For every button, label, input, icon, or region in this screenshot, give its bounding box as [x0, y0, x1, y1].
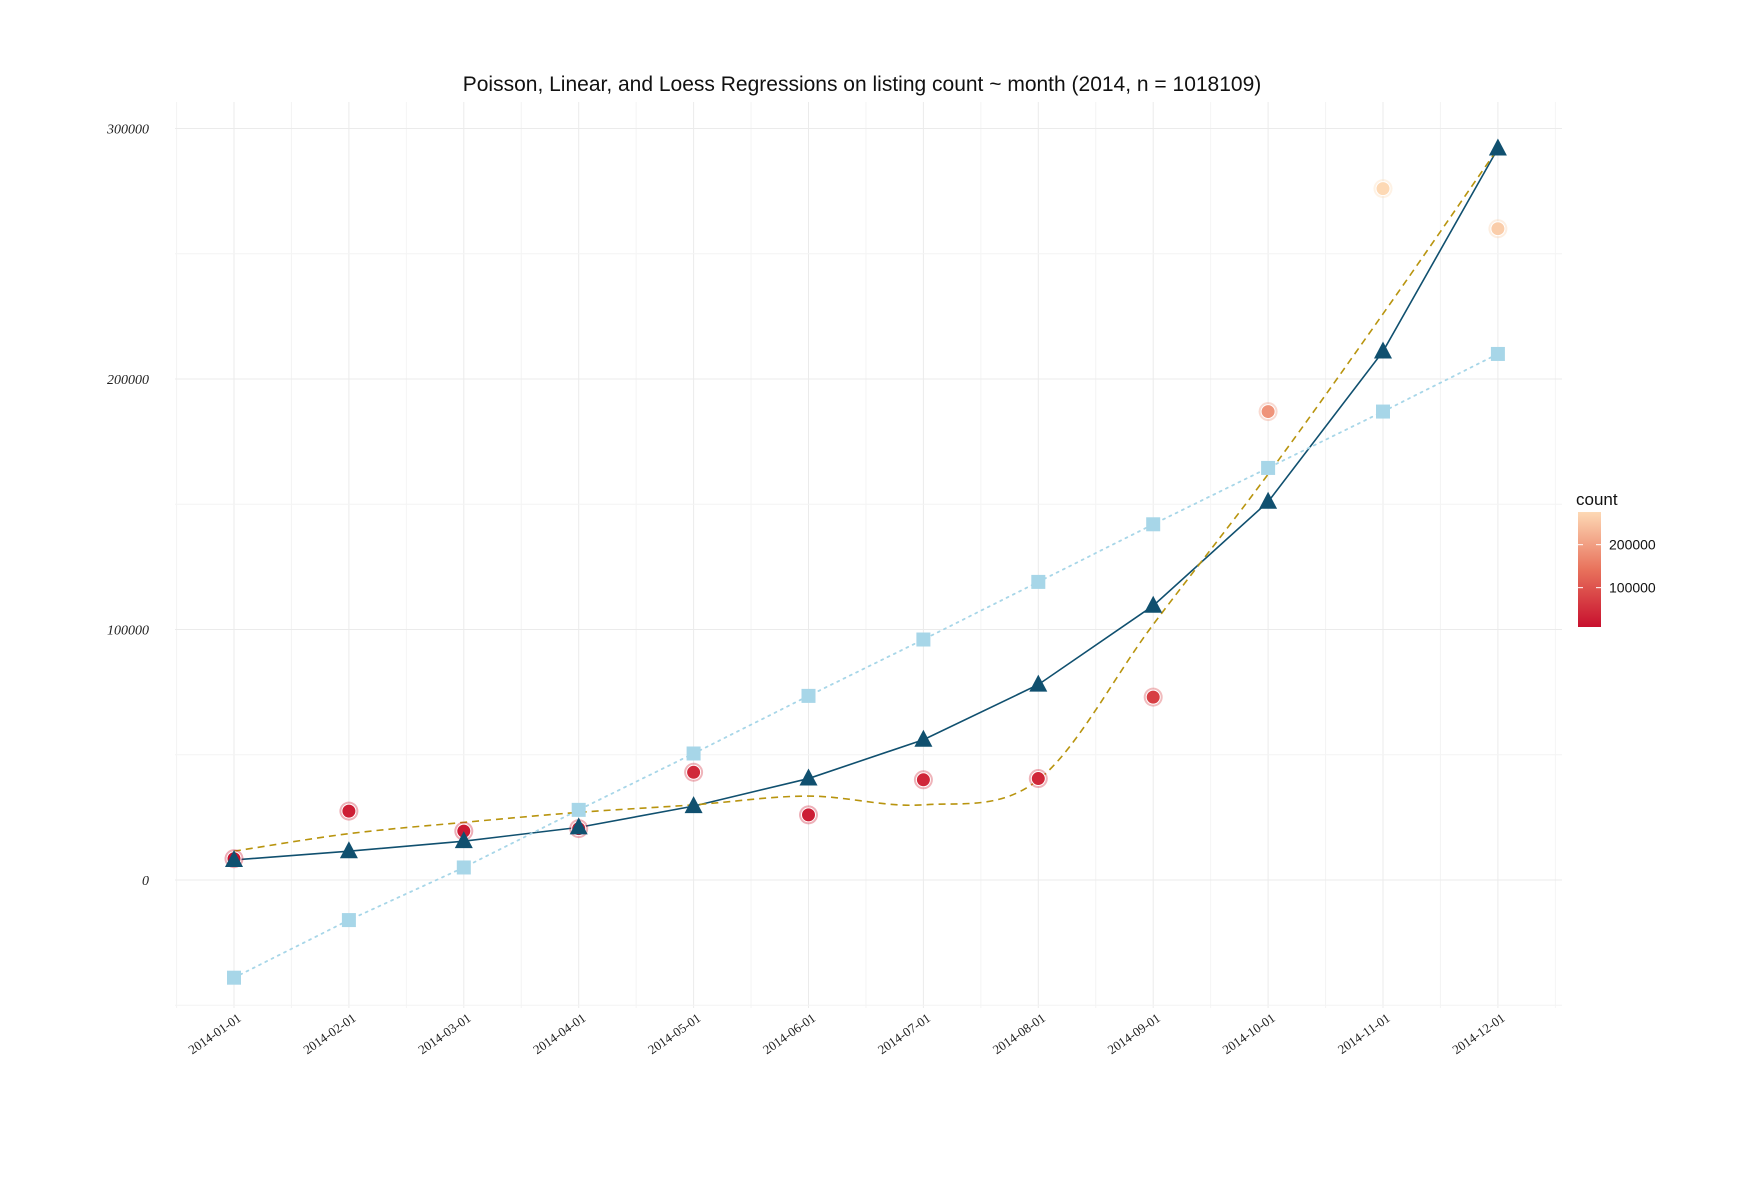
- y-tick-label: 100000: [107, 624, 149, 639]
- triangle-points: [225, 138, 1507, 867]
- circle-point: [801, 807, 816, 823]
- x-tick-label: 2014-09-01: [1105, 1010, 1163, 1057]
- triangle-point: [225, 849, 243, 867]
- series-line-solid: [233, 148, 1499, 861]
- square-point: [1490, 346, 1505, 361]
- grid: [175, 102, 1562, 1008]
- legend-title: count: [1576, 490, 1618, 509]
- chart-title: Poisson, Linear, and Loess Regressions o…: [463, 73, 1262, 96]
- square-point: [1376, 404, 1390, 419]
- square-points: [227, 346, 1505, 985]
- color-legend: count 100000 200000: [1576, 490, 1656, 627]
- circle-point: [1260, 404, 1276, 420]
- x-tick-label: 2014-06-01: [760, 1010, 818, 1057]
- triangle-point: [339, 841, 358, 859]
- circle-point: [915, 772, 931, 788]
- triangle-point: [799, 768, 818, 786]
- square-point: [916, 632, 931, 647]
- triangle-point: [569, 817, 588, 835]
- circle-point: [1490, 221, 1506, 237]
- x-axis-tick-labels: 2014-01-01 2014-02-01 2014-03-01 2014-04-01…: [185, 1010, 1507, 1057]
- triangle-point: [454, 831, 473, 849]
- legend-tick-label: 100000: [1609, 580, 1656, 596]
- x-tick-label: 2014-05-01: [645, 1010, 703, 1057]
- x-tick-label: 2014-01-01: [185, 1010, 243, 1057]
- triangle-point: [1029, 674, 1048, 692]
- x-tick-label: 2014-08-01: [990, 1010, 1048, 1057]
- series-line-dotted: [233, 353, 1499, 979]
- square-point: [1261, 460, 1276, 475]
- series-lines: [233, 148, 1499, 979]
- x-tick-label: 2014-07-01: [875, 1010, 933, 1057]
- x-tick-label: 2014-04-01: [530, 1010, 588, 1057]
- circle-point: [1030, 771, 1046, 787]
- square-point: [686, 746, 701, 761]
- square-point: [1031, 574, 1046, 589]
- circle-point: [686, 764, 702, 780]
- square-point: [1146, 517, 1161, 532]
- y-tick-label: 200000: [107, 373, 149, 388]
- legend-ticks: 100000 200000: [1578, 537, 1656, 596]
- triangle-point: [1259, 491, 1278, 509]
- y-tick-label: 0: [142, 874, 149, 889]
- triangle-point: [1374, 341, 1392, 359]
- x-tick-label: 2014-02-01: [300, 1010, 358, 1057]
- square-point: [341, 913, 356, 928]
- square-point: [456, 860, 471, 875]
- x-tick-label: 2014-11-01: [1335, 1010, 1393, 1057]
- circle-point: [341, 803, 357, 819]
- circle-point: [1145, 689, 1161, 705]
- square-point: [571, 802, 586, 817]
- triangle-point: [1488, 138, 1507, 156]
- legend-colorbar: [1578, 512, 1601, 627]
- y-tick-label: 300000: [106, 123, 149, 138]
- x-tick-label: 2014-12-01: [1449, 1010, 1507, 1057]
- circle-point: [1375, 181, 1391, 197]
- y-axis-tick-labels: 0 100000 200000 300000: [106, 123, 149, 890]
- series-line-dashed: [233, 148, 1499, 852]
- triangle-point: [914, 729, 933, 747]
- x-tick-label: 2014-10-01: [1220, 1010, 1278, 1057]
- square-point: [227, 970, 241, 985]
- triangle-point: [684, 796, 703, 814]
- square-point: [801, 688, 816, 703]
- legend-tick-label: 200000: [1609, 537, 1656, 553]
- triangle-point: [1144, 595, 1163, 613]
- x-tick-label: 2014-03-01: [415, 1010, 473, 1057]
